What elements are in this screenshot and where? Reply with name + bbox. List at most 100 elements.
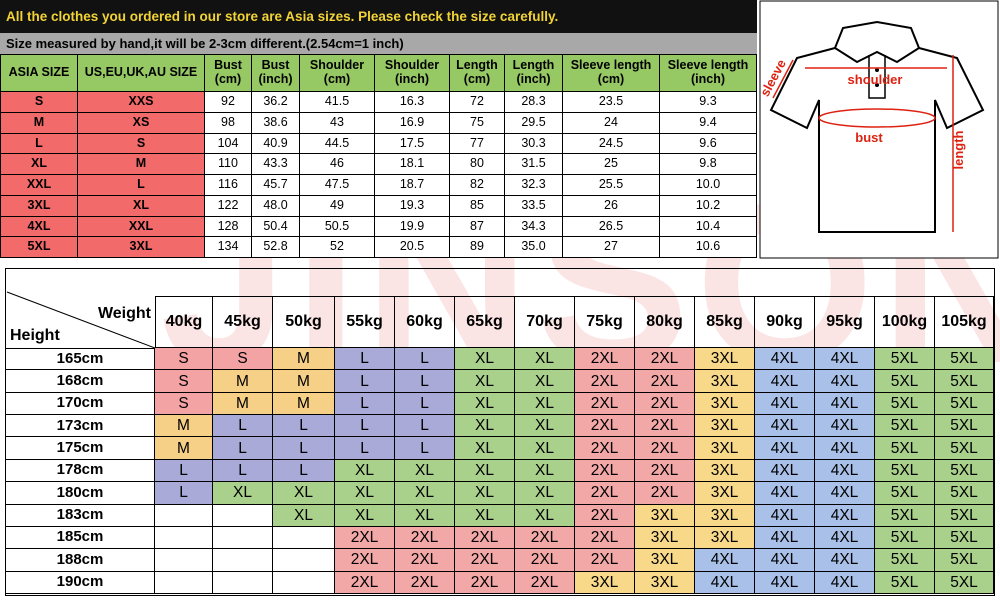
size-text: XL (294, 506, 313, 524)
weight-text: 65kg (466, 313, 503, 331)
size-cell: XL (455, 437, 515, 460)
size-text: 2XL (590, 484, 619, 502)
measure-text: 122 (217, 197, 239, 212)
size-cell: L (273, 459, 335, 483)
size-text: XL (535, 372, 554, 390)
header-text: Length (456, 58, 498, 73)
size-cell: 4XL (815, 437, 875, 460)
measure-text: 47.5 (324, 177, 350, 191)
size-cell: 2XL (575, 482, 635, 505)
size-cell: L (395, 370, 455, 393)
measure-cell: 17.5 (375, 133, 450, 155)
measure-text: 33.5 (521, 197, 546, 212)
measure-cell: 45.7 (252, 175, 300, 196)
measure-cell: 25.5 (563, 175, 660, 196)
measure-text: 27 (604, 239, 618, 254)
size-text: M (177, 439, 190, 457)
measure-text: 80 (470, 156, 484, 171)
size-cell: 2XL (335, 549, 395, 572)
size-text: XL (355, 461, 374, 479)
size-cell: 4XL (755, 437, 815, 460)
header-text: (cm) (214, 72, 242, 86)
weight-text: 70kg (526, 313, 563, 331)
measure-cell: 35.0 (505, 237, 563, 258)
size-text: 2XL (650, 417, 679, 435)
header-text: Shoulder (384, 58, 440, 73)
size-cell: S (78, 133, 205, 155)
height-text: 175cm (56, 438, 104, 456)
measure-cell: 122 (205, 195, 252, 217)
height-cell: 183cm (6, 504, 155, 527)
height-cell: 165cm (6, 348, 155, 371)
measure-text: 48.0 (263, 197, 288, 212)
height-text: 180cm (56, 483, 104, 501)
size-text: 2XL (650, 350, 679, 368)
size-text: 5XL (950, 573, 978, 591)
size-cell: S (155, 392, 213, 416)
size-cell: 2XL (395, 526, 455, 550)
size-text: 2XL (350, 551, 379, 569)
measure-cell: 23.5 (563, 92, 660, 113)
measure-cell: 10.6 (660, 237, 757, 258)
size-cell: XL (335, 504, 395, 527)
size-cell: L (335, 370, 395, 393)
measure-text: 41.5 (324, 94, 350, 108)
measure-text: 10.6 (695, 239, 721, 254)
size-cell: S (155, 348, 213, 371)
size-text: XXS (128, 94, 154, 108)
measure-cell: 50.5 (300, 216, 375, 238)
recommendation-frame (5, 268, 995, 596)
size-text: 2XL (590, 394, 619, 412)
weight-header: 80kg (635, 296, 695, 348)
size-cell: L (273, 415, 335, 438)
size-cell: XL (515, 459, 575, 483)
size-cell (273, 526, 335, 550)
size-cell: XL (455, 348, 515, 371)
size-cell: 3XL (695, 415, 755, 438)
size-cell: 2XL (575, 526, 635, 550)
measure-cell: 110 (205, 154, 252, 175)
size-text: 3XL (590, 573, 619, 591)
size-text: 2XL (410, 573, 439, 591)
weight-text: 90kg (766, 313, 803, 331)
size-cell: 2XL (635, 370, 695, 393)
size-text: XL (294, 484, 313, 502)
size-cell: 5XL (935, 526, 994, 550)
size-cell (155, 549, 213, 572)
size-cell: XL (455, 482, 515, 505)
size-text: 5XL (890, 394, 919, 412)
size-cell: L (155, 482, 213, 505)
size-text: XL (535, 394, 554, 412)
size-cell: XL (78, 195, 205, 217)
size-cell: 5XL (935, 392, 994, 416)
size-text: 5XL (890, 506, 919, 524)
measure-cell: 10.0 (660, 175, 757, 196)
size-cell: 5XL (875, 415, 935, 438)
measure-text: 40.9 (263, 135, 288, 150)
size-text: M (33, 114, 45, 129)
size-text: M (297, 394, 310, 412)
header-text: (cm) (597, 72, 625, 86)
measure-cell: 36.2 (252, 92, 300, 113)
measure-text: 46 (330, 156, 344, 171)
weight-text: 85kg (706, 313, 743, 331)
size-cell: L (395, 437, 455, 460)
measure-cell: 41.5 (300, 92, 375, 113)
size-cell: M (155, 437, 213, 460)
size-text: XL (535, 484, 554, 502)
size-text: 4XL (830, 461, 859, 479)
weight-text: 45kg (224, 313, 261, 331)
size-text: 5XL (890, 350, 919, 368)
header-text: Sleeve length (570, 58, 652, 73)
size-text: S (237, 350, 248, 368)
size-cell: XL (335, 459, 395, 483)
measure-cell: 134 (205, 237, 252, 258)
measure-text: 128 (217, 218, 239, 233)
size-text: L (35, 135, 43, 150)
corner-diagonal (6, 291, 155, 348)
size-cell: XL (515, 482, 575, 505)
measure-cell: 32.3 (505, 175, 563, 196)
measure-cell: 9.6 (660, 133, 757, 155)
size-cell: M (273, 392, 335, 416)
size-text: XL (415, 506, 434, 524)
